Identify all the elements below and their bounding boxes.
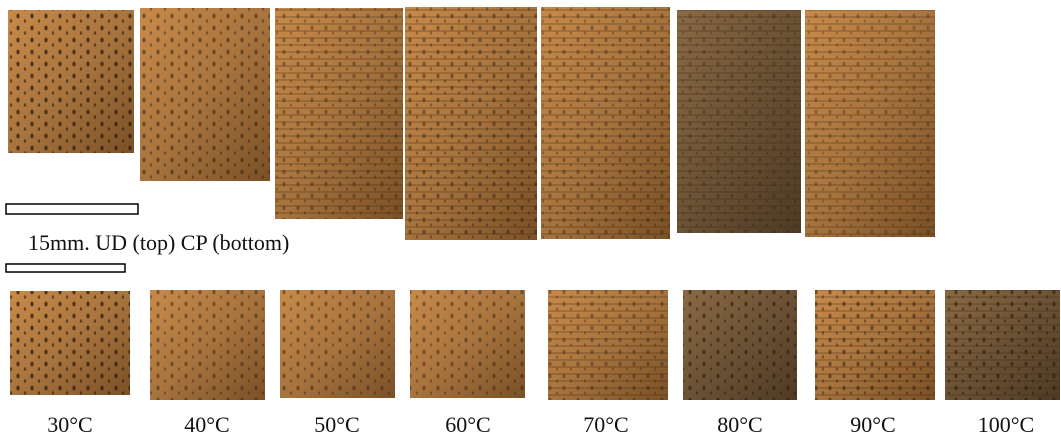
temperature-label: 90°C (850, 412, 895, 437)
sample (945, 290, 1060, 400)
sample (275, 8, 403, 219)
sample (8, 10, 134, 153)
sample (150, 290, 265, 400)
temperature-label: 70°C (583, 412, 628, 437)
temperature-label: 80°C (717, 412, 762, 437)
sample (140, 8, 270, 181)
sample (10, 291, 130, 395)
caption: 15mm. UD (top) CP (bottom) (28, 230, 289, 255)
sample (280, 290, 395, 398)
temperature-label: 100°C (978, 412, 1034, 437)
sample (548, 290, 668, 400)
sample (541, 7, 670, 239)
ud-samples (8, 7, 935, 240)
scale-bar (6, 204, 138, 214)
sample (677, 10, 801, 233)
figure: 15mm. UD (top) CP (bottom) 30°C 40°C 50°… (0, 0, 1061, 440)
temperature-label: 60°C (445, 412, 490, 437)
sample (805, 10, 935, 237)
sample (683, 290, 797, 400)
scale-bar (6, 264, 125, 272)
sample (405, 7, 537, 240)
cp-samples (10, 290, 1060, 400)
temperature-label: 30°C (47, 412, 92, 437)
sample (410, 290, 525, 398)
sample (815, 290, 935, 400)
temperature-label: 40°C (184, 412, 229, 437)
temperature-label: 50°C (314, 412, 359, 437)
